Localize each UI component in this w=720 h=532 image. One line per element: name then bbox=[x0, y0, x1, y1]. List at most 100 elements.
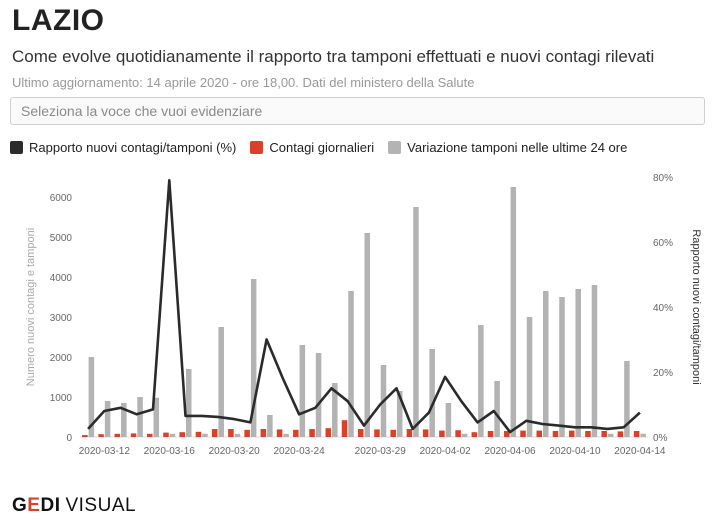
bar-cases-2020-03-16 bbox=[163, 432, 169, 437]
bar-cases-2020-03-24 bbox=[293, 429, 299, 437]
legend-swatch-tests bbox=[388, 141, 402, 154]
chart: 0 1000 2000 3000 4000 5000 6000 0% 20% 40% 60% 80% N… bbox=[25, 173, 702, 457]
bar-tests-2020-03-27 bbox=[348, 291, 354, 437]
bar-tests-2020-03-11 bbox=[88, 357, 95, 437]
bar-tests-2020-03-21 bbox=[250, 279, 257, 437]
bar-tests-2020-03-24 bbox=[299, 345, 306, 437]
bar-cases-2020-04-08 bbox=[536, 430, 543, 437]
legend-item-ratio[interactable]: Rapporto nuovi contagi/tamponi (%) bbox=[10, 140, 236, 155]
legend-label-tests: Variazione tamponi nelle ultime 24 ore bbox=[407, 140, 628, 155]
legend-swatch-daily-cases bbox=[250, 141, 264, 154]
bar-cases-2020-04-06 bbox=[504, 431, 510, 437]
bar-cases-2020-03-27 bbox=[341, 420, 348, 437]
y-tick-label-2: 2000 bbox=[50, 353, 73, 364]
bar-cases-2020-03-12 bbox=[98, 434, 104, 437]
bar-cases-2020-04-02 bbox=[439, 430, 445, 437]
y2-tick-label-3: 60% bbox=[653, 238, 673, 249]
series-selector[interactable]: Seleziona la voce che vuoi evidenziare bbox=[10, 97, 705, 125]
bar-tests-2020-04-02 bbox=[445, 403, 452, 437]
x-tick-label-2020-03-24: 2020-03-24 bbox=[274, 446, 326, 457]
bar-tests-2020-03-13 bbox=[121, 403, 127, 437]
bar-tests-2020-04-09 bbox=[559, 297, 565, 437]
gedi-visual-logo: GEDI VISUAL bbox=[12, 495, 136, 517]
bar-tests-2020-03-16 bbox=[169, 433, 176, 437]
x-tick-label-2020-04-14: 2020-04-14 bbox=[614, 446, 666, 457]
y2-tick-label-1: 20% bbox=[653, 368, 673, 379]
bar-tests-2020-03-22 bbox=[267, 415, 273, 437]
bar-cases-2020-03-29 bbox=[374, 429, 380, 437]
bar-tests-2020-03-17 bbox=[185, 369, 192, 437]
bar-cases-2020-04-10 bbox=[568, 430, 575, 437]
x-tick-label-2020-03-20: 2020-03-20 bbox=[209, 446, 261, 457]
y-tick-label-3: 3000 bbox=[50, 313, 73, 324]
legend-label-ratio: Rapporto nuovi contagi/tamponi (%) bbox=[29, 140, 237, 155]
bar-tests-2020-04-14 bbox=[640, 433, 646, 437]
update-note: Ultimo aggiornamento: 14 aprile 2020 - o… bbox=[12, 75, 475, 90]
bar-cases-2020-03-13 bbox=[114, 433, 121, 437]
logo-brand: GEDI bbox=[12, 495, 61, 516]
y2-tick-label-0: 0% bbox=[653, 433, 668, 444]
bar-tests-2020-03-15 bbox=[153, 397, 160, 437]
y-tick-label-1: 1000 bbox=[50, 393, 73, 404]
bar-cases-2020-04-01 bbox=[422, 429, 429, 437]
bar-cases-2020-04-03 bbox=[455, 430, 461, 437]
y-tick-label-5: 5000 bbox=[50, 233, 73, 244]
bar-tests-2020-04-07 bbox=[526, 317, 533, 437]
bar-tests-2020-04-05 bbox=[494, 381, 500, 437]
bar-tests-2020-03-19 bbox=[218, 327, 224, 437]
bar-tests-2020-03-26 bbox=[332, 383, 338, 437]
y-tick-label-6: 6000 bbox=[50, 193, 73, 204]
bar-cases-2020-03-11 bbox=[82, 435, 88, 437]
bar-tests-2020-03-31 bbox=[413, 207, 419, 437]
chart-subtitle: Come evolve quotidianamente il rapporto … bbox=[12, 47, 655, 66]
bar-cases-2020-03-23 bbox=[276, 429, 283, 437]
bar-cases-2020-03-15 bbox=[147, 433, 153, 437]
region-title: LAZIO bbox=[12, 4, 105, 37]
bar-tests-2020-03-23 bbox=[283, 433, 289, 437]
bar-tests-2020-04-12 bbox=[607, 433, 614, 437]
legend-item-daily-cases[interactable]: Contagi giornalieri bbox=[250, 140, 374, 155]
bar-tests-2020-03-18 bbox=[202, 433, 208, 437]
bar-cases-2020-04-05 bbox=[487, 431, 494, 437]
bar-cases-2020-03-26 bbox=[325, 428, 332, 437]
y-tick-label-0: 0 bbox=[66, 433, 72, 444]
ratio-line bbox=[87, 178, 641, 434]
bar-tests-2020-04-03 bbox=[461, 433, 468, 437]
legend-item-tests[interactable]: Variazione tamponi nelle ultime 24 ore bbox=[388, 140, 627, 155]
bar-cases-2020-03-31 bbox=[406, 429, 413, 437]
bar-cases-2020-03-25 bbox=[309, 429, 315, 437]
y-tick-label-4: 4000 bbox=[50, 273, 73, 284]
bar-cases-2020-03-30 bbox=[390, 429, 396, 437]
logo-visual: VISUAL bbox=[65, 495, 137, 516]
bar-tests-2020-03-30 bbox=[396, 391, 403, 437]
bar-tests-2020-04-08 bbox=[543, 291, 549, 437]
bar-tests-2020-04-04 bbox=[478, 325, 484, 437]
x-tick-label-2020-03-16: 2020-03-16 bbox=[144, 446, 196, 457]
y2-axis-title: Rapporto nuovi contagi/tamponi bbox=[690, 229, 702, 384]
bar-cases-2020-03-22 bbox=[260, 429, 267, 437]
bar-cases-2020-04-12 bbox=[601, 431, 607, 437]
y-axis-title: Numero nuovi contagi e tamponi bbox=[25, 228, 37, 386]
legend-swatch-ratio bbox=[10, 141, 23, 154]
bar-cases-2020-04-07 bbox=[520, 430, 526, 437]
bar-cases-2020-03-28 bbox=[357, 429, 364, 437]
bar-cases-2020-03-14 bbox=[130, 433, 137, 437]
bar-cases-2020-04-09 bbox=[552, 431, 559, 437]
bar-tests-2020-04-01 bbox=[429, 349, 435, 437]
x-tick-label-2020-03-29: 2020-03-29 bbox=[355, 446, 407, 457]
legend-label-daily-cases: Contagi giornalieri bbox=[269, 140, 375, 155]
y2-tick-label-2: 40% bbox=[653, 303, 673, 314]
bar-tests-2020-03-25 bbox=[315, 353, 322, 437]
bar-cases-2020-03-19 bbox=[211, 429, 218, 437]
x-tick-label-2020-04-10: 2020-04-10 bbox=[549, 446, 601, 457]
bar-cases-2020-04-14 bbox=[633, 431, 640, 437]
bar-cases-2020-04-13 bbox=[617, 431, 624, 437]
legend: Rapporto nuovi contagi/tamponi (%) Conta… bbox=[10, 140, 641, 155]
bar-tests-2020-03-14 bbox=[137, 397, 143, 437]
x-tick-label-2020-04-06: 2020-04-06 bbox=[484, 446, 536, 457]
bar-cases-2020-03-21 bbox=[244, 429, 250, 437]
bar-cases-2020-03-17 bbox=[179, 432, 185, 437]
bar-tests-2020-03-20 bbox=[234, 433, 241, 437]
x-tick-label-2020-04-02: 2020-04-02 bbox=[420, 446, 472, 457]
y2-tick-label-4: 80% bbox=[653, 173, 673, 184]
